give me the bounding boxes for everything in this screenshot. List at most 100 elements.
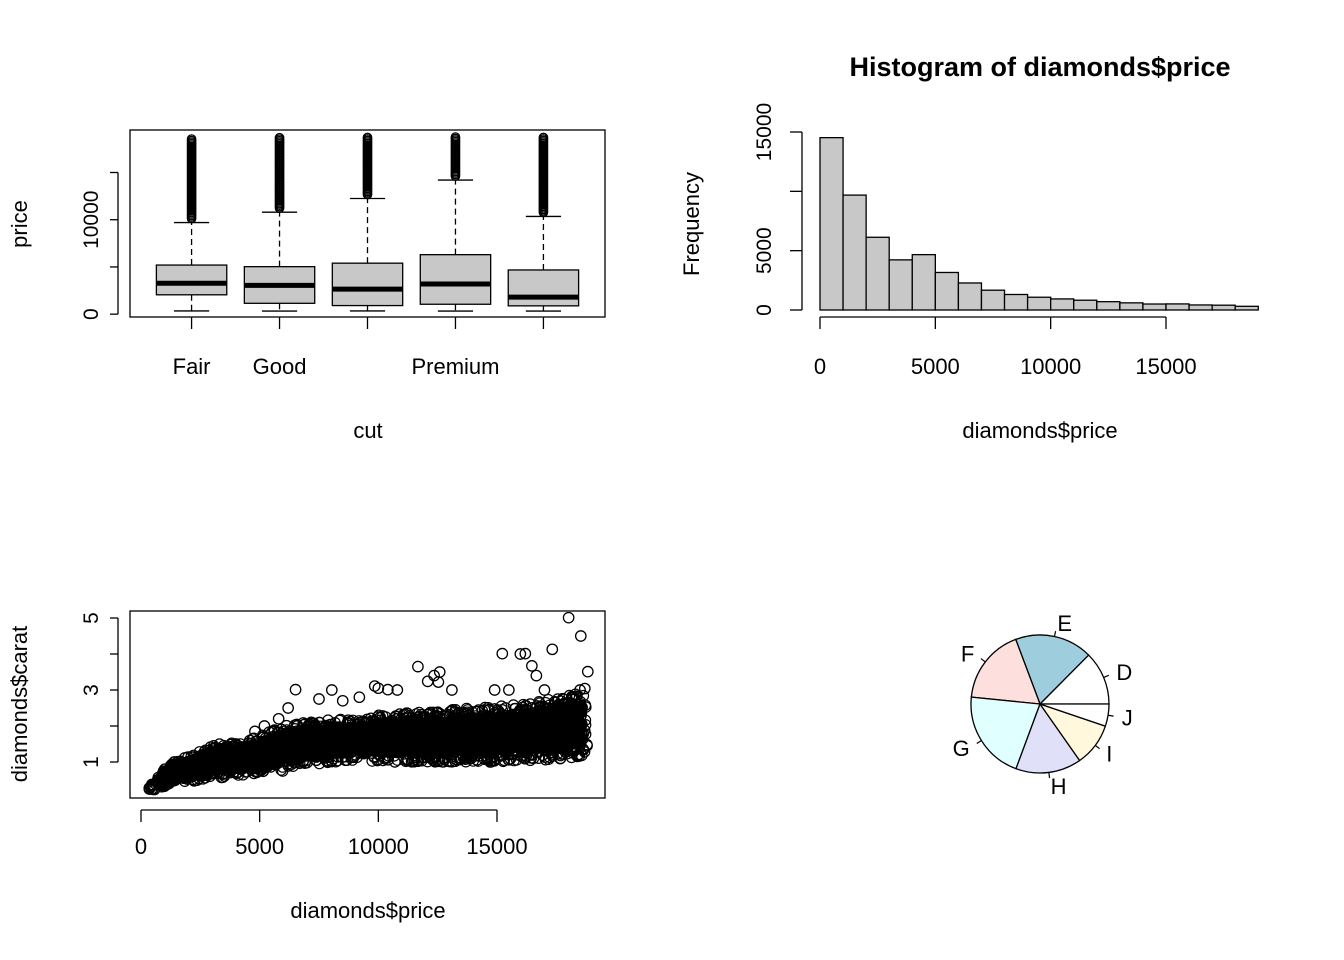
histogram-panel: Histogram of diamonds$price 0 5000 15000 0… — [679, 52, 1259, 443]
histogram-x-axis: 0 5000 10000 15000 — [814, 316, 1197, 379]
histogram-bar — [865, 236, 890, 311]
scatter-point-dense — [379, 737, 391, 750]
pie-slice-f — [970, 638, 1041, 705]
pie-label-d: D — [1116, 660, 1132, 685]
scatter-point-dense — [505, 711, 518, 724]
scatter-point — [485, 755, 497, 768]
scatter-point-dense — [341, 724, 354, 737]
scatter-point-outlier — [249, 725, 261, 738]
scatter-point-dense — [502, 729, 515, 742]
scatter-point-dense — [260, 741, 272, 753]
scatter-point-dense — [364, 730, 376, 743]
histogram-bar — [1165, 303, 1190, 311]
histogram-x-tick-label: 10000 — [1020, 354, 1081, 379]
boxplot-x-axis: Fair Good Premium — [173, 317, 545, 379]
scatter-point-dense — [512, 724, 525, 736]
scatter-y-axis: 1 3 5 — [80, 612, 119, 768]
scatter-y-tick-label: 1 — [80, 756, 103, 768]
scatter-point-outlier — [496, 647, 509, 660]
scatter-point-dense — [424, 726, 436, 738]
pie-label-g: G — [953, 736, 970, 761]
histogram-y-axis-label: Frequency — [679, 172, 704, 276]
scatter-point-dense — [572, 719, 585, 732]
scatter-point-outlier — [353, 691, 366, 704]
scatter-point-outlier — [581, 665, 594, 678]
scatter-point — [147, 783, 159, 796]
histogram-x-tick-label: 15000 — [1135, 354, 1196, 379]
scatter-point-dense — [272, 744, 285, 757]
histogram-bar — [1142, 303, 1167, 311]
scatter-point-outlier — [526, 660, 538, 672]
box-body — [331, 262, 404, 307]
histogram-bar — [1188, 304, 1213, 311]
histogram-bar — [911, 253, 936, 311]
histogram-bar — [1119, 302, 1144, 311]
scatter-point-dense — [364, 742, 377, 755]
scatter-point-outlier — [562, 612, 575, 624]
pie-label-leader — [1094, 744, 1101, 750]
scatter-point-dense — [419, 746, 431, 759]
scatter-point — [450, 753, 463, 766]
histogram-x-axis-label: diamonds$price — [962, 418, 1117, 443]
histogram-bar — [1026, 296, 1052, 311]
scatter-point — [472, 755, 485, 767]
scatter-panel: 1 3 5 0 5000 10000 15000 diamonds$price diamo… — [7, 610, 606, 923]
scatter-x-axis-label: diamonds$price — [290, 898, 445, 923]
scatter-point-outlier — [272, 712, 285, 725]
histogram-y-tick-label: 5000 — [753, 227, 776, 274]
histogram-title: Histogram of diamonds$price — [849, 52, 1230, 82]
scatter-point-dense — [181, 763, 193, 776]
scatter-point-outlier — [336, 694, 349, 707]
scatter-point-dense — [320, 742, 333, 755]
scatter-point-dense — [370, 720, 383, 733]
scatter-point-outlier — [446, 684, 458, 696]
scatter-point-outlier — [230, 738, 242, 750]
scatter-point — [565, 751, 578, 764]
scatter-point-dense — [299, 750, 312, 762]
scatter-point-dense — [462, 736, 475, 749]
scatter-point-dense — [519, 710, 531, 723]
histogram-bar — [1003, 293, 1029, 311]
scatter-point-dense — [389, 720, 401, 733]
scatter-point-dense — [446, 736, 458, 749]
box-outlier-point — [274, 132, 285, 143]
scatter-x-tick-label: 15000 — [466, 834, 527, 859]
pie-label-leader — [1103, 674, 1110, 679]
boxplot-x-tick-label: Premium — [411, 354, 499, 379]
boxplot-plot-area — [155, 132, 580, 312]
scatter-point-dense — [383, 746, 396, 759]
pie-label-i: I — [1106, 742, 1112, 767]
histogram-x-tick-label: 0 — [814, 354, 826, 379]
scatter-point-dense — [168, 770, 181, 782]
scatter-point-dense — [258, 758, 270, 770]
pie-label-leader — [1048, 772, 1051, 778]
pie-label-leader — [1053, 631, 1057, 637]
box-outlier-point — [538, 132, 549, 143]
histogram-bar — [842, 194, 867, 311]
scatter-x-tick-label: 5000 — [235, 834, 284, 859]
scatter-point-outlier — [432, 676, 445, 688]
boxplot-panel: 0 10000 Fair Good Premium cut price — [7, 129, 606, 443]
scatter-point-dense — [467, 727, 480, 740]
scatter-point-dense — [250, 742, 262, 755]
pie-label-leader — [1107, 714, 1114, 717]
pie-slice-j — [1039, 703, 1110, 727]
pie-label-leader — [980, 658, 986, 663]
scatter-point-dense — [527, 742, 540, 754]
scatter-point-dense — [200, 762, 213, 775]
box-body — [155, 264, 228, 296]
scatter-point-dense — [474, 741, 486, 754]
histogram-bar — [1096, 301, 1121, 311]
scatter-point-outlier — [538, 684, 551, 696]
box-body — [419, 254, 492, 305]
boxplot-y-axis: 0 10000 — [80, 171, 119, 320]
box-outlier-point — [362, 132, 373, 143]
scatter-y-tick-label: 3 — [80, 684, 103, 696]
scatter-point-outlier — [546, 643, 559, 656]
scatter-point-dense — [547, 732, 559, 744]
scatter-point-dense — [453, 714, 466, 727]
scatter-point-outlier — [144, 781, 157, 794]
histogram-bar — [957, 282, 983, 311]
scatter-point-dense — [327, 727, 340, 740]
